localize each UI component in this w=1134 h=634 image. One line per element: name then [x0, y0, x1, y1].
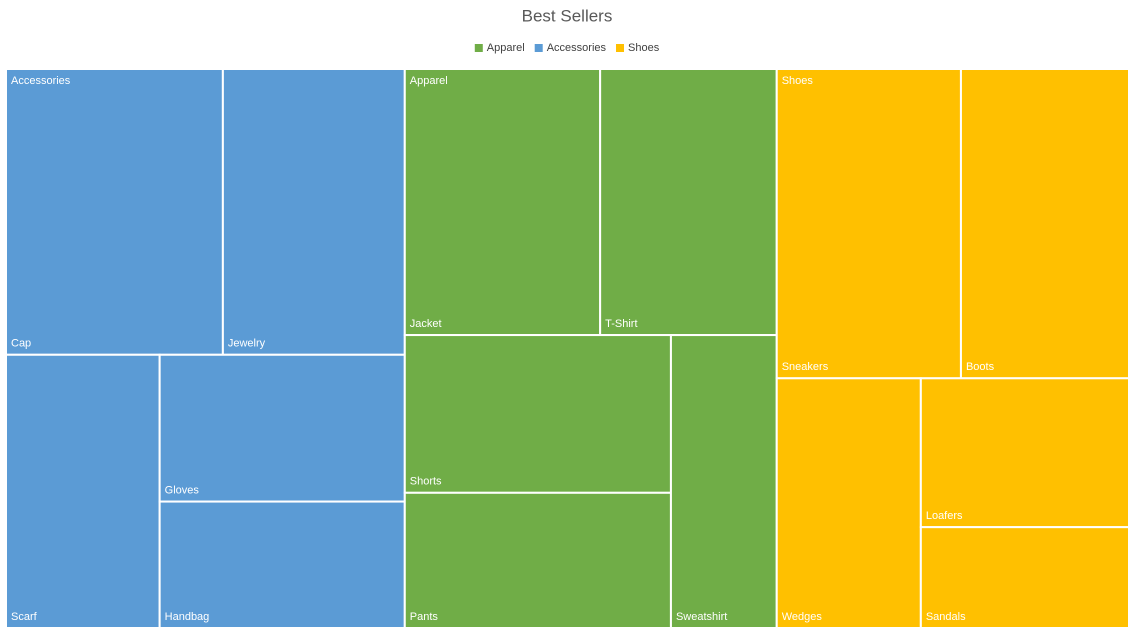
chart-title: Best Sellers	[522, 6, 613, 25]
tile-label: Jacket	[410, 318, 442, 330]
tile-label: Scarf	[11, 611, 38, 623]
treemap-tile	[959, 68, 1130, 380]
tile-label: Pants	[410, 611, 439, 623]
treemap-tile	[599, 68, 778, 337]
legend-swatch	[616, 44, 625, 52]
legend-swatch	[534, 44, 543, 52]
tile-label: Jewelry	[228, 338, 266, 350]
legend-label: Apparel	[487, 42, 525, 54]
tile-label: Gloves	[165, 484, 200, 496]
treemap-tile	[669, 334, 778, 629]
tile-label: Loafers	[926, 510, 963, 522]
group-label: Accessories	[11, 75, 71, 87]
tile-label: Handbag	[165, 611, 210, 623]
legend-label: Accessories	[547, 42, 607, 54]
treemap-tile	[403, 334, 672, 494]
legend-label: Shoes	[628, 42, 660, 54]
tile-label: Cap	[11, 338, 31, 350]
treemap-tile	[775, 68, 962, 380]
tile-label: Sandals	[926, 611, 966, 623]
treemap-tile	[221, 68, 406, 356]
treemap-tile	[775, 377, 922, 629]
tile-label: Shorts	[410, 476, 442, 488]
treemap-tile	[158, 353, 406, 503]
treemap-tile	[5, 68, 224, 356]
treemap-tile	[5, 353, 161, 629]
treemap-tile	[919, 526, 1130, 629]
treemap-tile	[158, 500, 406, 629]
tile-label: Boots	[966, 361, 995, 373]
group-label: Apparel	[410, 75, 448, 87]
tile-label: Sneakers	[782, 361, 829, 373]
tile-label: T-Shirt	[605, 318, 637, 330]
legend-swatch	[474, 44, 483, 52]
plot-area: Cap Jewelry Scarf Gloves Handbag Accessories J…	[5, 68, 1130, 629]
tile-label: Wedges	[782, 611, 823, 623]
treemap-tile	[403, 491, 672, 629]
treemap-tile	[403, 68, 602, 337]
legend: Apparel Accessories Shoes	[474, 42, 660, 54]
treemap-tile	[919, 377, 1130, 529]
group-label: Shoes	[782, 75, 814, 87]
tile-label: Sweatshirt	[676, 611, 727, 623]
